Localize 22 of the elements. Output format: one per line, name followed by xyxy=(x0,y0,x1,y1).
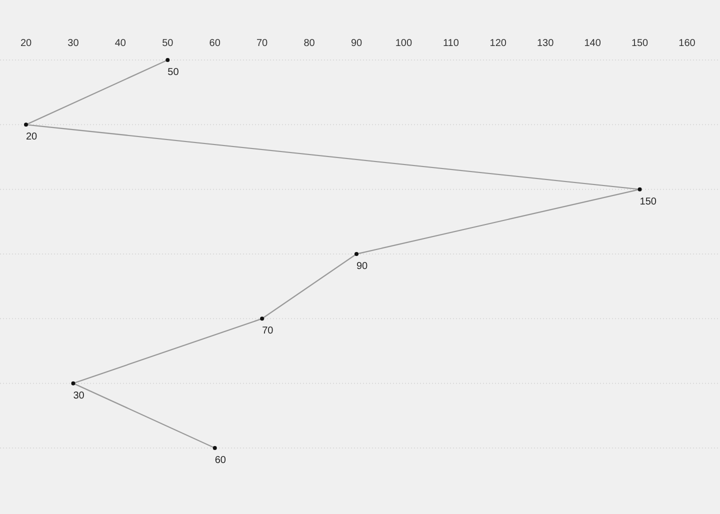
x-tick-label: 50 xyxy=(162,38,174,49)
x-tick-label: 130 xyxy=(537,38,554,49)
data-label: 30 xyxy=(73,390,85,402)
data-label: 20 xyxy=(26,132,38,143)
data-label: 70 xyxy=(262,326,274,337)
x-tick-label: 40 xyxy=(114,38,126,49)
x-tick-label: 80 xyxy=(304,38,316,49)
data-label: 60 xyxy=(214,455,226,466)
data-label: 90 xyxy=(356,261,368,272)
x-tick-label: 100 xyxy=(395,38,412,49)
x-tick-label: 30 xyxy=(68,38,80,49)
x-tick-label: 120 xyxy=(490,38,507,49)
x-tick-label: 150 xyxy=(631,38,649,49)
x-tick-label: 60 xyxy=(209,38,221,49)
x-tick-label: 90 xyxy=(350,38,362,49)
x-tick-label: 20 xyxy=(20,38,32,49)
x-tick-label: 140 xyxy=(584,38,602,49)
x-tick-label: 70 xyxy=(256,38,268,49)
x-tick-label: 110 xyxy=(442,38,460,49)
x-tick-label: 160 xyxy=(678,38,696,49)
data-label: 150 xyxy=(640,196,657,208)
data-label: 50 xyxy=(168,67,180,78)
